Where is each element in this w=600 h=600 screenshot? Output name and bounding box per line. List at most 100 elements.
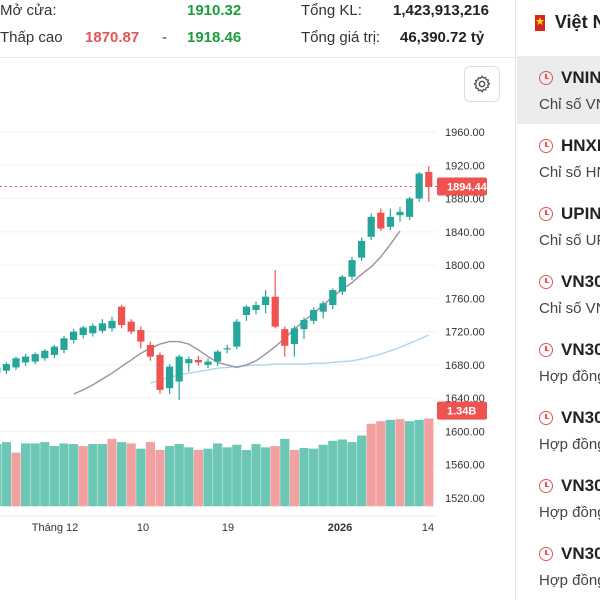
volume-bar (59, 443, 69, 507)
turnover-value: 46,390.72 tỷ (400, 29, 485, 46)
last-price-label: 1894.44 (447, 182, 488, 194)
market-watchlist: ★ Việt Nam VNINDEX Chỉ số VN-Index HNXINDE… (517, 0, 600, 600)
candle-body (70, 331, 78, 340)
time-tick-label: 2026 (328, 522, 352, 534)
volume-bar (385, 419, 395, 507)
volume-bar (126, 443, 136, 507)
candle-body (50, 346, 58, 355)
watchlist-item-header: VN30F1Q (539, 476, 600, 496)
price-tick-label: 1880.00 (445, 194, 485, 206)
candle-body (233, 321, 241, 347)
candle-body (146, 344, 154, 357)
clock-icon (539, 139, 553, 153)
candle-body (338, 276, 346, 292)
candle-body (415, 173, 423, 199)
watchlist-item-header: VN30F2M (539, 408, 600, 428)
volume-bar (347, 442, 357, 507)
candle-body (118, 306, 126, 325)
volume-bar (155, 449, 165, 507)
time-tick-label: 10 (137, 522, 149, 534)
volume-bar (78, 446, 88, 507)
last-price-label-bg (437, 177, 487, 196)
volume-bar (241, 449, 251, 507)
volume-bar (289, 449, 299, 507)
watchlist-item-header: VN30 (539, 272, 600, 292)
candle-body (310, 310, 318, 321)
symbol-code: VN30F1M (561, 340, 600, 359)
volume-bar (213, 443, 223, 507)
low-high-label: Thấp cao (0, 29, 63, 46)
header-divider (0, 57, 515, 58)
volume-bar (366, 423, 376, 507)
candle-body (108, 320, 116, 329)
symbol-description: Hợp đồng tương lai (539, 572, 600, 589)
candle-body (242, 306, 250, 315)
candle-body (252, 305, 260, 311)
candle-body (60, 338, 68, 350)
clock-icon (539, 547, 553, 561)
volume-bar (174, 444, 184, 507)
volume-label: Tổng KL: (301, 2, 362, 19)
candle-body (12, 358, 20, 368)
watchlist-item-header: HNXINDEX (539, 136, 600, 156)
candle-body (358, 240, 366, 258)
candle-body (329, 290, 337, 306)
turnover-label: Tổng giá trị: (301, 29, 381, 46)
candle-body (281, 329, 289, 346)
candle-body (377, 212, 385, 229)
price-tick-label: 1800.00 (445, 260, 485, 272)
symbol-code: VN30F1Q (561, 476, 600, 495)
volume-bar (299, 448, 309, 507)
candle-body (367, 216, 375, 237)
watchlist-item[interactable]: UPINDEX Chỉ số UPCOM (517, 192, 600, 260)
moving-average-lines (73, 230, 430, 395)
volume-bar (261, 447, 271, 507)
volume-bar (40, 442, 50, 507)
volume-bar (395, 419, 405, 507)
price-tick-label: 1840.00 (445, 227, 485, 239)
symbol-description: Chỉ số UPCOM (539, 232, 600, 249)
watchlist-item[interactable]: VN30F1M Hợp đồng tương lai (517, 328, 600, 396)
watchlist-item[interactable]: VN30F1Q Hợp đồng tương lai (517, 464, 600, 532)
clock-icon (539, 71, 553, 85)
candle-body (22, 356, 30, 363)
candle-body (271, 296, 279, 327)
watchlist-item[interactable]: VN30F2Q Hợp đồng tương lai (517, 532, 600, 600)
volume-bar (11, 452, 21, 507)
price-tick-label: 1920.00 (445, 160, 485, 172)
volume-value: 1,423,913,216 (393, 2, 489, 19)
price-tick-label: 1760.00 (445, 293, 485, 305)
price-chart[interactable]: 1960.00 1920.00 1880.00 1840.00 1800.00 1760.… (0, 110, 515, 540)
candle-body (194, 359, 202, 363)
volume-bar (337, 439, 347, 507)
symbol-code: VN30F2Q (561, 544, 600, 563)
price-tick-label: 1520.00 (445, 493, 485, 505)
volume-bar (309, 448, 319, 507)
watchlist-item-header: VN30F1M (539, 340, 600, 360)
candle-body (175, 356, 183, 382)
volume-bar (21, 443, 31, 507)
candle-body (41, 350, 49, 359)
price-markers: 1894.44 1.34B (0, 177, 488, 420)
clock-icon (539, 411, 553, 425)
volume-bar (376, 421, 386, 507)
price-tick-label: 1960.00 (445, 127, 485, 139)
price-tick-label: 1720.00 (445, 327, 485, 339)
watchlist-item[interactable]: HNXINDEX Chỉ số HNX-Index (517, 124, 600, 192)
volume-bar (88, 444, 98, 507)
watchlist-item[interactable]: VNINDEX Chỉ số VN-Index (517, 56, 600, 124)
watchlist-item[interactable]: VN30F2M Hợp đồng tương lai (517, 396, 600, 464)
volume-bar (280, 438, 290, 507)
volume-bar (251, 444, 261, 507)
chart-settings-button[interactable] (464, 66, 500, 102)
candle-body (386, 216, 394, 227)
price-tick-label: 1680.00 (445, 360, 485, 372)
watchlist-item[interactable]: VN30 Chỉ số VN30 (517, 260, 600, 328)
volume-bar (0, 444, 2, 507)
symbol-code: VNINDEX (561, 68, 600, 87)
price-tick-label: 1600.00 (445, 426, 485, 438)
volume-bar (165, 446, 175, 507)
volume-bar (328, 440, 338, 507)
time-axis: Tháng 12 10 19 2026 14 (0, 515, 437, 534)
clock-icon (539, 343, 553, 357)
